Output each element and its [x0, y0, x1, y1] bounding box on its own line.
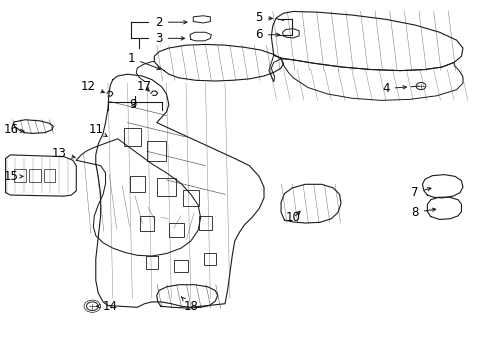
- Bar: [14, 169, 26, 182]
- Bar: [29, 169, 41, 182]
- Text: 5: 5: [255, 12, 272, 24]
- Text: 13: 13: [52, 147, 75, 159]
- Bar: [123, 128, 141, 146]
- Text: 10: 10: [285, 211, 300, 224]
- Bar: [198, 216, 212, 230]
- Bar: [145, 256, 158, 269]
- Bar: [168, 223, 183, 237]
- Text: 9: 9: [129, 98, 137, 111]
- Text: 18: 18: [181, 297, 198, 313]
- Text: 17: 17: [137, 80, 152, 93]
- Text: 12: 12: [81, 80, 104, 93]
- Bar: [147, 141, 166, 161]
- Text: 1: 1: [127, 51, 160, 69]
- Text: 2: 2: [155, 16, 186, 29]
- Text: 3: 3: [155, 32, 184, 45]
- Text: 16: 16: [4, 123, 24, 136]
- Bar: [43, 169, 55, 182]
- Bar: [204, 253, 216, 265]
- Bar: [140, 216, 154, 230]
- Text: 4: 4: [382, 82, 406, 95]
- Text: 8: 8: [410, 206, 435, 219]
- Bar: [174, 260, 187, 273]
- Bar: [157, 178, 175, 196]
- Text: 11: 11: [88, 123, 107, 136]
- Text: 15: 15: [4, 170, 23, 183]
- Text: 7: 7: [410, 186, 430, 199]
- Bar: [183, 190, 198, 206]
- Text: 14: 14: [97, 300, 118, 313]
- Bar: [130, 176, 144, 192]
- Text: 6: 6: [255, 28, 279, 41]
